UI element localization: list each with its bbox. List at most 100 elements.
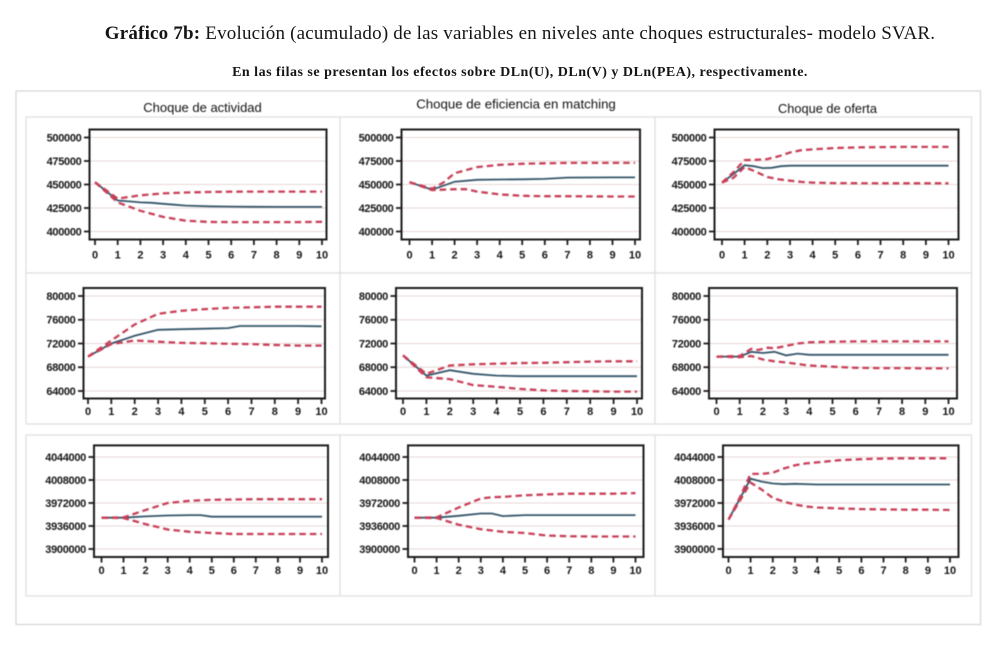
svg-text:68000: 68000 [46,362,75,374]
svg-text:3900000: 3900000 [674,544,715,556]
svg-text:6: 6 [855,249,861,261]
svg-text:6: 6 [544,565,550,577]
svg-text:450000: 450000 [47,179,82,191]
svg-text:6: 6 [542,249,548,261]
svg-text:1: 1 [434,565,440,577]
svg-text:5: 5 [836,565,842,577]
svg-text:10: 10 [942,406,954,418]
svg-text:5: 5 [209,565,215,577]
svg-text:4: 4 [178,406,185,418]
svg-text:7: 7 [564,406,570,418]
svg-text:80000: 80000 [672,291,701,303]
svg-text:425000: 425000 [47,203,82,215]
svg-text:0: 0 [400,406,406,418]
svg-text:8: 8 [587,249,593,261]
svg-text:9: 9 [295,406,301,418]
svg-text:2: 2 [137,249,143,261]
svg-text:Choque de actividad: Choque de actividad [143,100,262,115]
svg-text:10: 10 [942,249,954,261]
svg-text:0: 0 [411,565,417,577]
svg-text:4: 4 [810,249,817,261]
svg-text:500000: 500000 [47,132,82,144]
svg-text:72000: 72000 [672,338,701,350]
svg-text:6: 6 [225,406,231,418]
svg-text:475000: 475000 [672,156,707,168]
svg-text:9: 9 [610,565,616,577]
svg-text:10: 10 [631,406,643,418]
svg-text:0: 0 [713,406,719,418]
svg-text:3: 3 [160,249,166,261]
svg-text:3936000: 3936000 [45,521,86,533]
svg-text:7: 7 [564,249,570,261]
svg-text:4: 4 [183,249,190,261]
svg-text:500000: 500000 [359,132,394,144]
svg-text:3972000: 3972000 [359,498,400,510]
svg-text:4: 4 [806,406,813,418]
svg-text:2: 2 [456,565,462,577]
svg-text:6: 6 [228,249,234,261]
svg-text:2: 2 [452,249,458,261]
svg-text:450000: 450000 [359,179,394,191]
svg-text:450000: 450000 [672,179,707,191]
svg-text:72000: 72000 [46,338,75,350]
svg-text:8: 8 [588,565,594,577]
svg-text:3936000: 3936000 [359,521,400,533]
svg-text:3900000: 3900000 [45,544,86,556]
svg-text:Choque de oferta: Choque de oferta [778,101,878,116]
svg-text:500000: 500000 [672,132,707,144]
svg-text:0: 0 [406,249,412,261]
svg-text:475000: 475000 [359,156,394,168]
svg-text:3972000: 3972000 [674,498,715,510]
svg-text:0: 0 [98,565,104,577]
svg-text:8: 8 [587,406,593,418]
svg-text:5: 5 [517,406,523,418]
svg-text:1: 1 [108,406,114,418]
svg-text:6: 6 [853,406,859,418]
svg-text:7: 7 [877,249,883,261]
svg-text:7: 7 [880,565,886,577]
svg-text:64000: 64000 [672,386,701,398]
svg-text:8: 8 [899,406,905,418]
svg-text:5: 5 [205,249,211,261]
svg-text:4044000: 4044000 [45,452,86,464]
svg-text:9: 9 [296,249,302,261]
svg-text:76000: 76000 [46,315,75,327]
svg-text:6: 6 [540,406,546,418]
svg-text:4008000: 4008000 [674,475,715,487]
svg-text:10: 10 [629,565,641,577]
svg-text:7: 7 [248,406,254,418]
svg-text:2: 2 [143,565,149,577]
svg-text:1: 1 [742,249,748,261]
svg-text:1: 1 [737,406,743,418]
svg-text:1: 1 [748,565,754,577]
svg-text:3: 3 [792,565,798,577]
svg-text:8: 8 [903,565,909,577]
svg-text:64000: 64000 [46,386,75,398]
svg-text:68000: 68000 [359,362,388,374]
svg-text:4008000: 4008000 [359,475,400,487]
svg-text:400000: 400000 [672,226,707,238]
svg-text:7: 7 [253,565,259,577]
svg-text:3900000: 3900000 [359,544,400,556]
svg-text:425000: 425000 [359,203,394,215]
svg-text:5: 5 [202,406,208,418]
svg-text:1: 1 [115,249,121,261]
svg-text:8: 8 [274,249,280,261]
svg-text:0: 0 [92,249,98,261]
svg-text:400000: 400000 [359,226,394,238]
svg-text:3: 3 [155,406,161,418]
svg-text:4: 4 [814,565,821,577]
svg-text:80000: 80000 [46,291,75,303]
svg-text:5: 5 [829,406,835,418]
svg-text:2: 2 [447,406,453,418]
svg-text:6: 6 [231,565,237,577]
svg-text:9: 9 [609,249,615,261]
svg-text:7: 7 [566,565,572,577]
svg-text:4: 4 [497,249,504,261]
svg-text:0: 0 [719,249,725,261]
svg-text:4044000: 4044000 [359,452,400,464]
svg-text:3: 3 [474,249,480,261]
svg-text:8: 8 [275,565,281,577]
svg-text:3: 3 [478,565,484,577]
svg-text:10: 10 [316,565,328,577]
